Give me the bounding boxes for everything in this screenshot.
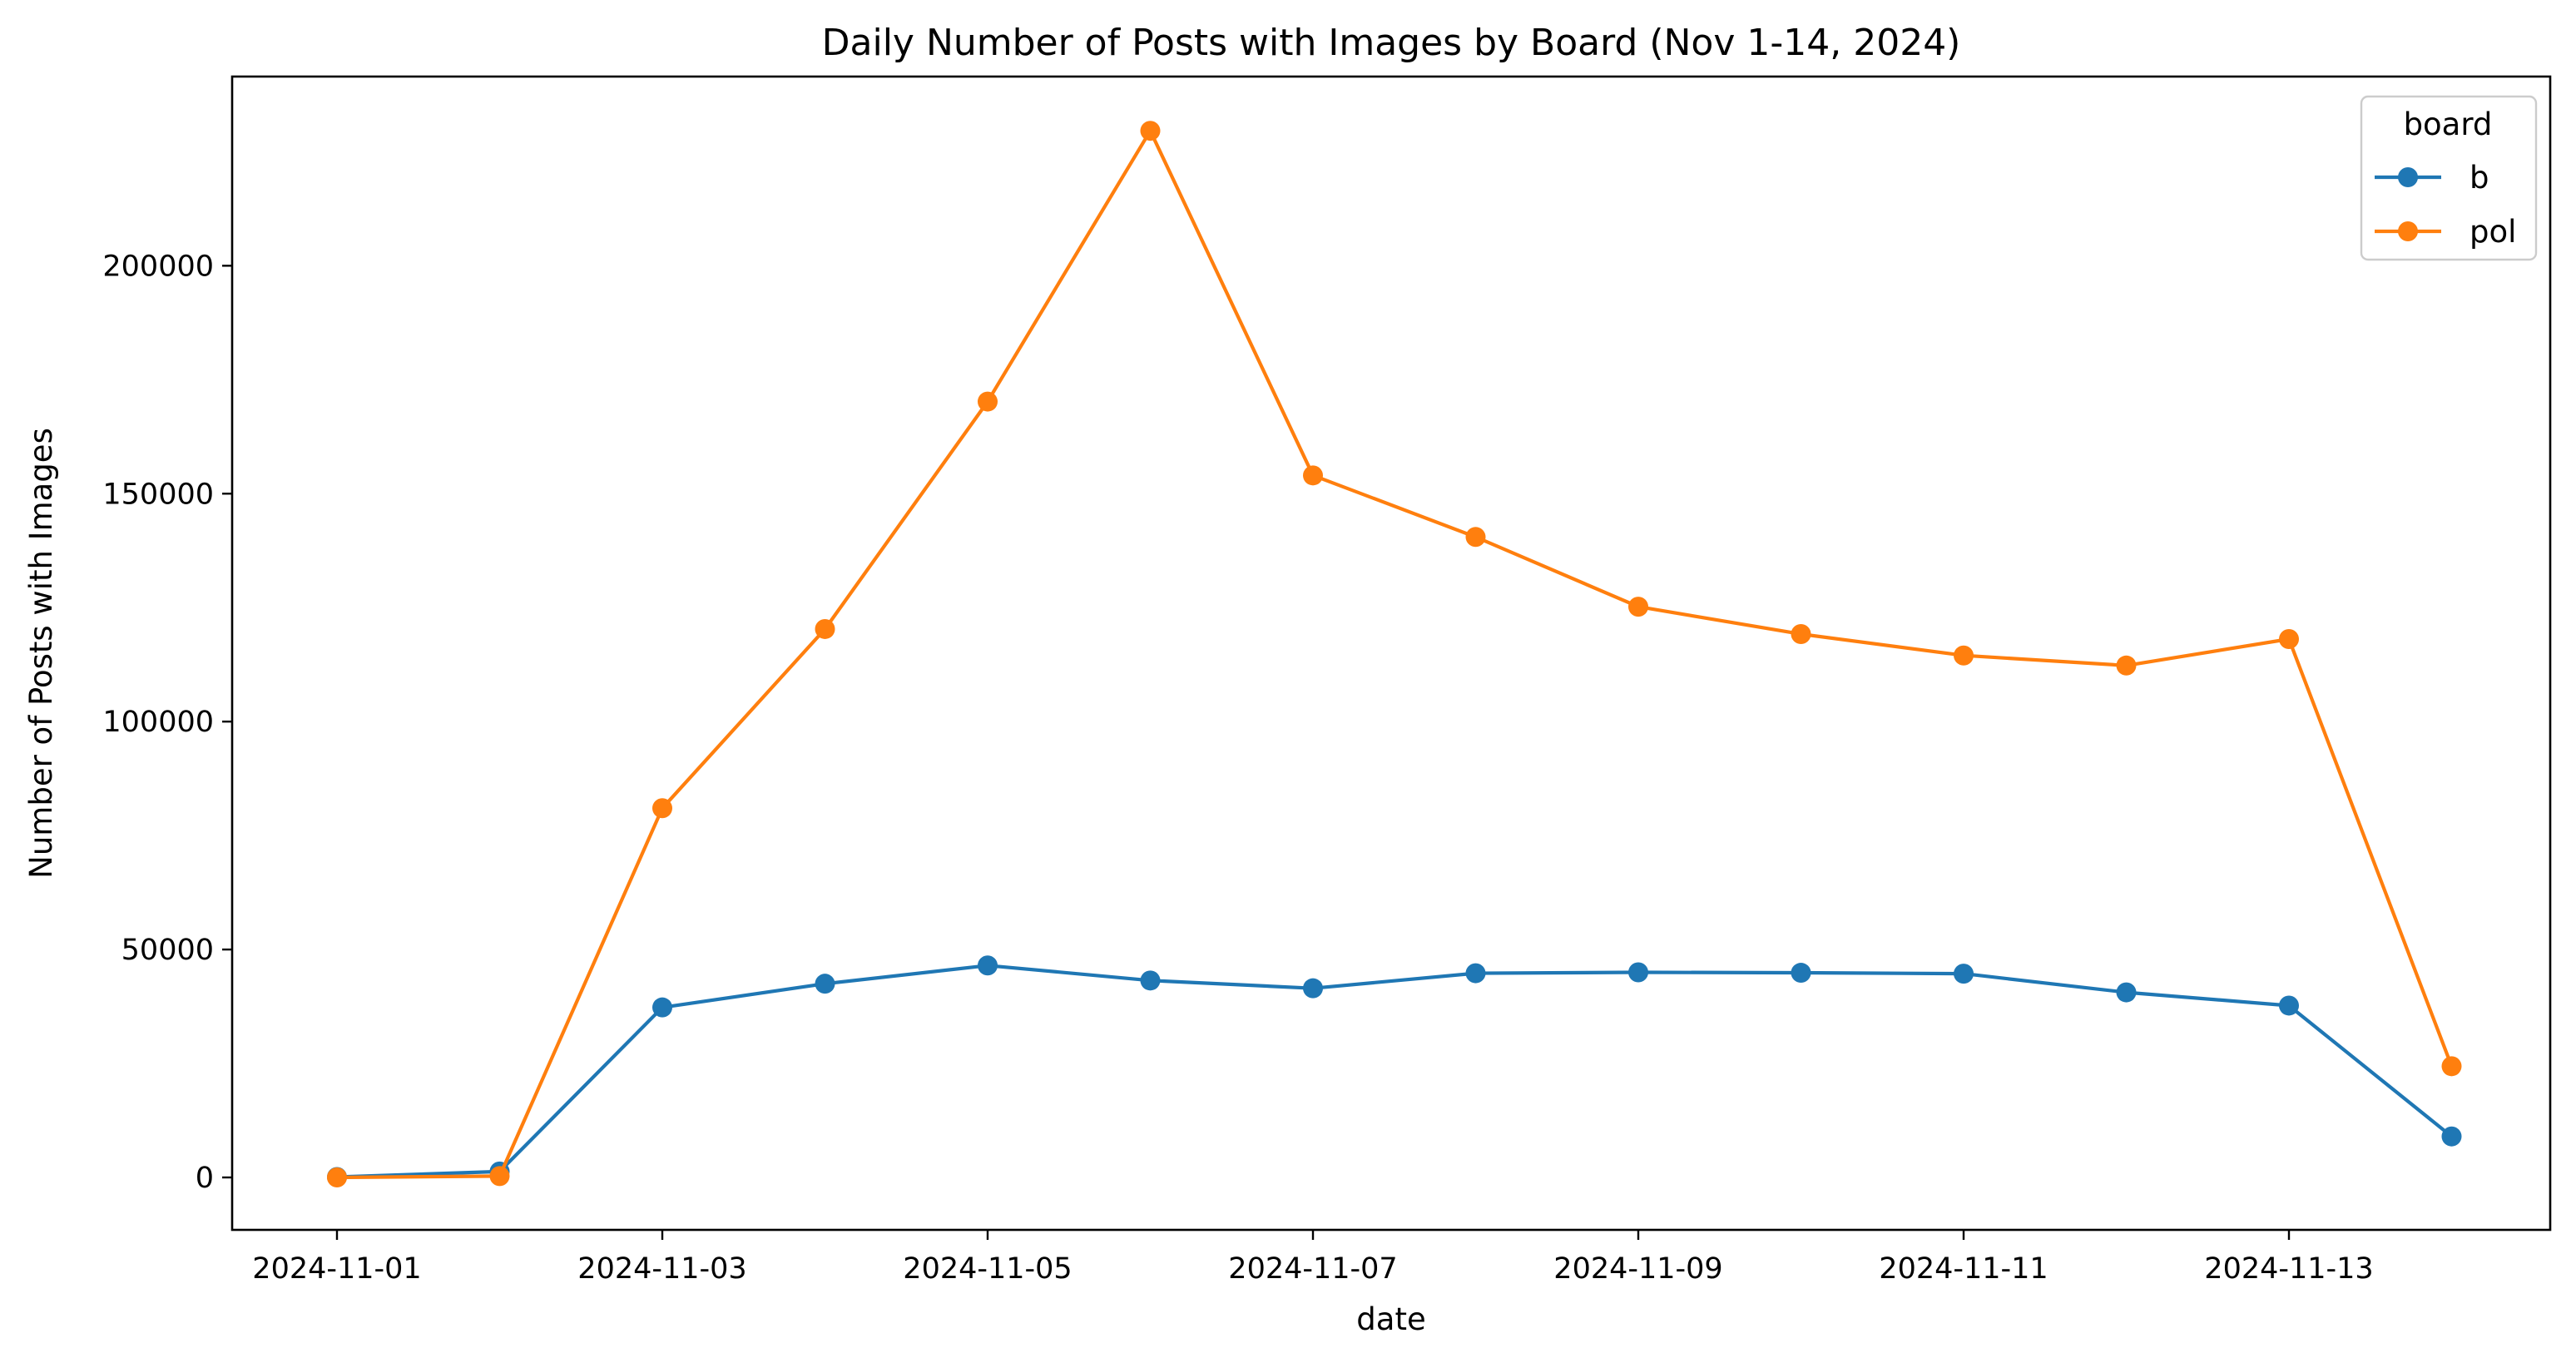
series-pol — [327, 121, 2462, 1187]
y-axis-label: Number of Posts with Images — [23, 428, 59, 879]
data-point — [2441, 1056, 2462, 1077]
series-b — [327, 955, 2462, 1187]
legend-marker — [2398, 221, 2418, 241]
data-point — [1791, 963, 1811, 984]
data-point — [1465, 527, 1486, 548]
data-point — [1140, 121, 1161, 141]
data-point — [1954, 964, 1974, 984]
data-point — [1791, 623, 1811, 644]
data-point — [1628, 597, 1648, 617]
y-axis: 0 50000 100000 150000 200000 — [102, 250, 232, 1195]
x-tick-label: 2024-11-05 — [903, 1252, 1072, 1286]
data-point — [2441, 1126, 2462, 1147]
data-point — [2279, 995, 2299, 1016]
legend: board b pol — [2360, 95, 2538, 261]
data-point — [652, 997, 672, 1018]
data-point — [1140, 970, 1161, 991]
data-point — [1303, 465, 1323, 486]
data-point — [652, 798, 672, 819]
x-tick-label: 2024-11-07 — [1228, 1252, 1397, 1286]
data-point — [815, 618, 835, 639]
data-point — [1628, 962, 1648, 983]
legend-entries: b pol — [2375, 160, 2516, 250]
legend-entry-b: b — [2375, 160, 2489, 196]
data-point — [1954, 645, 1974, 666]
data-point — [2279, 629, 2299, 650]
plot-frame — [230, 75, 2552, 1232]
data-point — [327, 1167, 347, 1187]
data-point — [815, 974, 835, 994]
data-point — [2116, 655, 2137, 676]
legend-label: b — [2469, 160, 2489, 196]
data-point — [978, 955, 998, 976]
x-tick-label: 2024-11-03 — [577, 1252, 746, 1286]
legend-title: board — [2404, 107, 2493, 142]
series-line — [336, 964, 2453, 1179]
y-tick-label: 100000 — [102, 706, 214, 739]
data-point — [1465, 963, 1486, 984]
x-tick-label: 2024-11-01 — [252, 1252, 421, 1286]
x-tick-label: 2024-11-13 — [2204, 1252, 2373, 1286]
x-tick-label: 2024-11-11 — [1879, 1252, 2048, 1286]
legend-box — [2360, 95, 2538, 261]
y-tick-label: 0 — [196, 1162, 214, 1195]
legend-marker — [2398, 167, 2418, 187]
x-axis-label: date — [1356, 1301, 1425, 1337]
data-point — [2116, 982, 2137, 1003]
data-point — [489, 1166, 510, 1187]
x-axis: 2024-11-01 2024-11-03 2024-11-05 2024-11-07… — [252, 1230, 2374, 1286]
legend-label: pol — [2469, 214, 2516, 250]
series-layer — [327, 121, 2462, 1187]
y-tick-label: 150000 — [102, 478, 214, 511]
legend-entry-pol: pol — [2375, 214, 2516, 250]
data-point — [1303, 978, 1323, 999]
series-line — [336, 129, 2454, 1180]
data-point — [978, 391, 998, 412]
y-tick-label: 200000 — [102, 250, 214, 283]
y-tick-label: 50000 — [121, 934, 214, 967]
x-tick-label: 2024-11-09 — [1553, 1252, 1722, 1286]
chart-title: Daily Number of Posts with Images by Boa… — [822, 22, 1961, 64]
